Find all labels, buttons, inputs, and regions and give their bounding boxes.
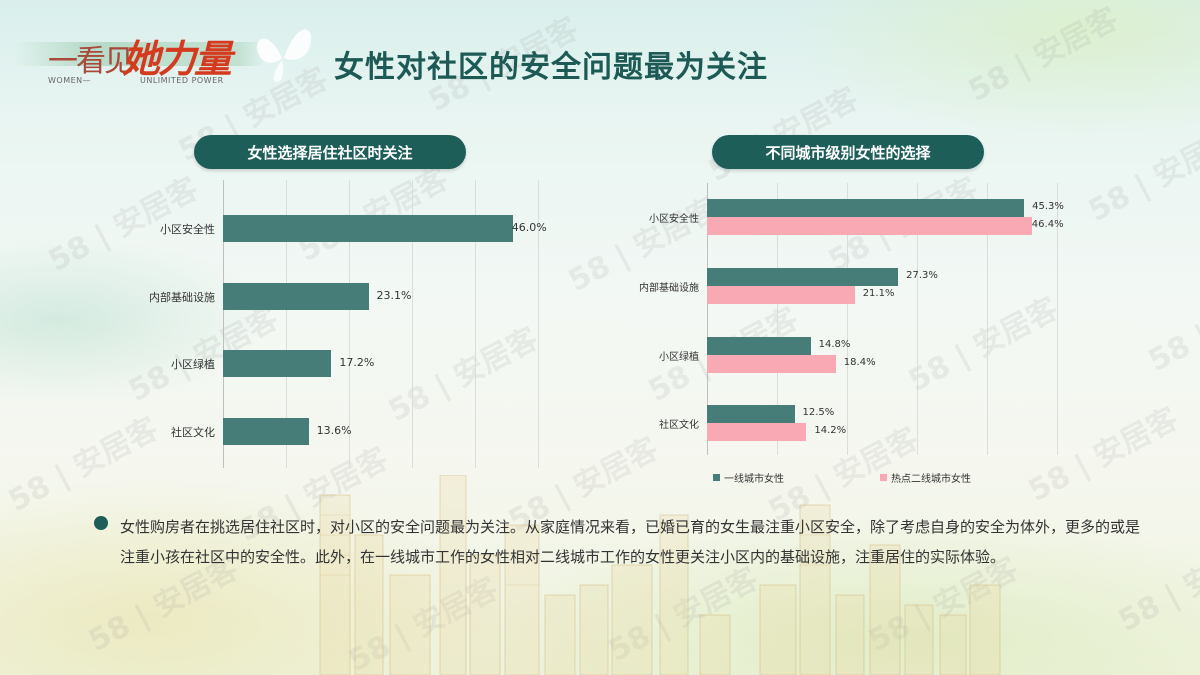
category-label: 小区绿植	[659, 352, 699, 363]
logo-accent-text: 她力量	[122, 36, 232, 81]
legend-swatch-teal	[713, 474, 720, 481]
brand-logo: 一看见 她力量 WOMEN— UNLIMITED POWER	[14, 14, 314, 85]
bar	[707, 337, 811, 355]
value-label: 12.5%	[802, 407, 835, 418]
gridline	[412, 180, 413, 468]
left-bar-chart: 小区安全性 46.0% 内部基础设施 23.1% 小区绿植 17.2% 社区文化 13.6%	[149, 180, 553, 468]
bar	[223, 215, 513, 242]
value-label: 21.1%	[862, 288, 895, 299]
bar	[707, 199, 1025, 217]
gridline	[917, 183, 918, 455]
value-label: 46.4%	[1031, 219, 1064, 230]
summary-text: 女性购房者在挑选居住社区时，对小区的安全问题最为关注。从家庭情况来看，已婚已育的…	[120, 518, 1141, 566]
right-chart-title: 不同城市级别女性的选择	[712, 135, 984, 169]
bar	[707, 405, 795, 423]
value-label: 18.4%	[843, 357, 876, 368]
bar	[223, 350, 332, 377]
left-chart-title: 女性选择居住社区时关注	[194, 135, 466, 169]
bar	[707, 217, 1032, 235]
gridline	[847, 183, 848, 455]
gridline	[1057, 183, 1058, 455]
logo-main-text: 一看见	[48, 44, 134, 79]
watermark-text: 58 | 安居客	[1143, 271, 1200, 379]
value-label: 14.2%	[814, 425, 847, 436]
bar	[223, 418, 309, 445]
gridline	[286, 180, 287, 468]
category-label: 社区文化	[171, 426, 215, 439]
bar	[707, 355, 836, 373]
category-label: 小区绿植	[171, 358, 215, 371]
summary-paragraph: 女性购房者在挑选居住社区时，对小区的安全问题最为关注。从家庭情况来看，已婚已育的…	[94, 512, 1146, 572]
legend-item-tier1: 一线城市女性	[713, 470, 784, 485]
value-label: 14.8%	[818, 339, 851, 350]
logo-sub-left: WOMEN—	[48, 76, 92, 85]
value-label: 13.6%	[316, 424, 352, 437]
bar	[223, 283, 369, 310]
category-label: 社区文化	[659, 420, 699, 431]
watermark-text: 58 | 安居客	[343, 571, 504, 675]
legend-label: 一线城市女性	[724, 474, 784, 485]
watermark-text: 58 | 安居客	[703, 81, 864, 189]
value-label: 17.2%	[339, 356, 375, 369]
gridline	[777, 183, 778, 455]
gridline	[538, 180, 539, 468]
gridline	[475, 180, 476, 468]
gridline	[349, 180, 350, 468]
category-label: 小区安全性	[160, 223, 215, 236]
category-label: 内部基础设施	[639, 283, 699, 294]
city-skyline-decoration	[319, 475, 1001, 675]
category-label: 小区安全性	[649, 214, 699, 225]
value-label: 46.0%	[511, 221, 547, 234]
bar	[707, 268, 899, 286]
value-label: 23.1%	[376, 289, 412, 302]
logo-band	[14, 42, 264, 66]
gridline	[707, 183, 708, 455]
bar	[707, 423, 807, 441]
watermark-text: 58 | 安居客	[1083, 121, 1200, 229]
legend-item-tier2: 热点二线城市女性	[880, 470, 971, 485]
legend-swatch-pink	[880, 474, 887, 481]
logo-sub-right: UNLIMITED POWER	[140, 76, 224, 85]
watermark-text: 58 | 安居客	[3, 411, 164, 519]
bullet-icon	[94, 516, 108, 530]
bar	[707, 286, 855, 304]
value-label: 45.3%	[1032, 201, 1064, 212]
gridline	[223, 180, 224, 468]
category-label: 内部基础设施	[149, 291, 215, 304]
page-title: 女性对社区的安全问题最为关注	[334, 50, 768, 85]
legend-label: 热点二线城市女性	[891, 474, 971, 485]
gridline	[987, 183, 988, 455]
value-label: 27.3%	[906, 270, 938, 281]
watermark-text: 58 | 安居客	[963, 1, 1124, 109]
butterfly-icon	[257, 29, 312, 83]
right-bar-chart: 小区安全性 45.3% 46.4% 内部基础设施 27.3% 21.1% 小区绿植 14.8%…	[639, 183, 1067, 455]
